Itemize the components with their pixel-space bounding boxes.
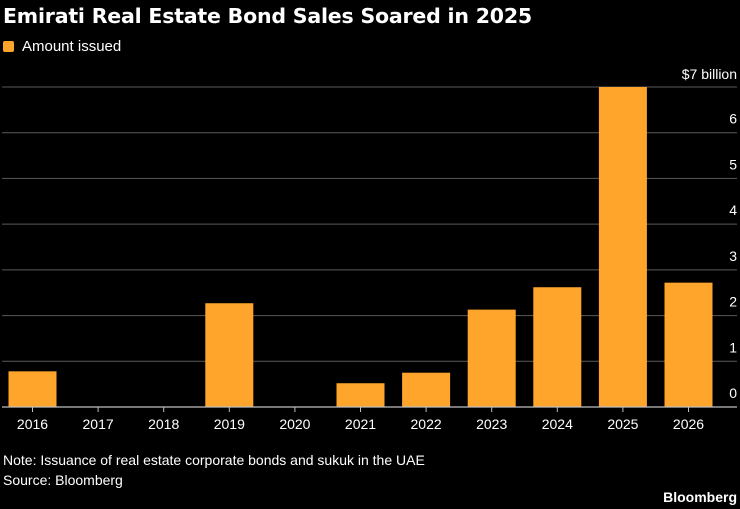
chart-title: Emirati Real Estate Bond Sales Soared in…	[3, 4, 532, 28]
bar-2024	[533, 287, 582, 407]
bar-2023	[467, 309, 516, 407]
x-tick-label: 2021	[345, 416, 376, 432]
x-tick-label: 2025	[607, 416, 638, 432]
y-tick-label: 4	[729, 202, 737, 218]
axes	[2, 406, 737, 412]
y-tick-label: 0	[729, 385, 737, 401]
legend-label: Amount issued	[22, 38, 122, 55]
x-tick-label: 2019	[214, 416, 245, 432]
y-tick-label: $7 billion	[682, 66, 737, 82]
y-tick-label: 3	[729, 248, 737, 264]
x-tick-label: 2020	[279, 416, 310, 432]
x-tick-label: 2018	[148, 416, 179, 432]
bar-2025	[598, 87, 647, 407]
x-tick-label: 2023	[476, 416, 507, 432]
bar-2019	[205, 303, 254, 407]
legend: Amount issued	[3, 38, 121, 55]
chart-note: Note: Issuance of real estate corporate …	[3, 452, 425, 468]
legend-swatch	[3, 41, 14, 52]
x-tick-label: 2026	[673, 416, 704, 432]
y-tick-label: 5	[729, 156, 737, 172]
y-tick-label: 6	[729, 111, 737, 127]
tick-labels: 0 1 2 3 4 5 6 $7 billion 2016 2017 2018 2019 2020 202…	[17, 66, 737, 432]
bar-2022	[402, 372, 451, 407]
x-tick-label: 2024	[542, 416, 573, 432]
bar-2026	[664, 282, 713, 407]
bars	[8, 87, 713, 407]
bar-2016	[8, 371, 57, 407]
bar-2021	[336, 383, 385, 407]
x-tick-label: 2022	[411, 416, 442, 432]
x-tick-label: 2017	[83, 416, 114, 432]
chart-source: Source: Bloomberg	[3, 472, 123, 488]
y-tick-label: 1	[729, 339, 737, 355]
x-tick-label: 2016	[17, 416, 48, 432]
bloomberg-logo: Bloomberg	[663, 489, 737, 505]
y-tick-label: 2	[729, 294, 737, 310]
